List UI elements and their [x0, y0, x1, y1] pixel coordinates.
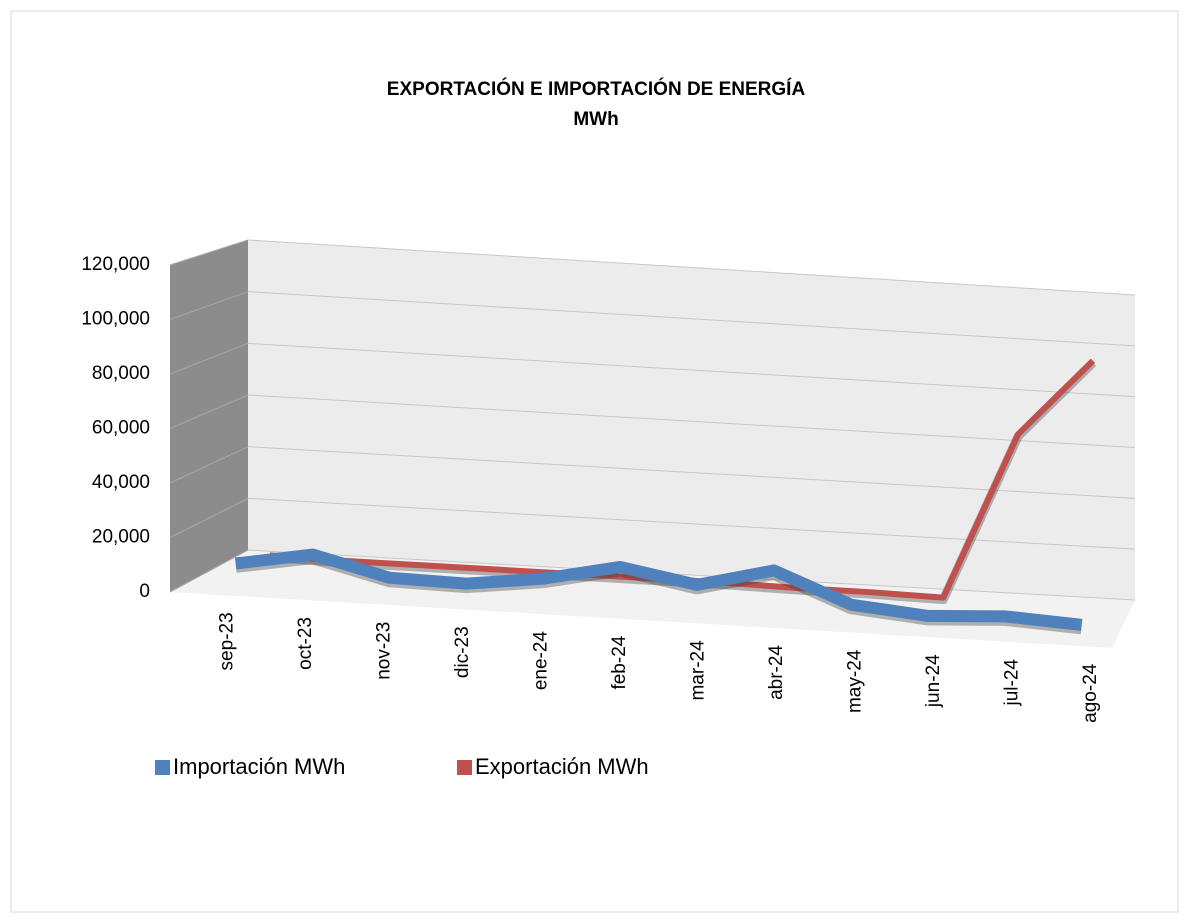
y-tick-label: 80,000	[92, 363, 150, 384]
x-tick-label: jul-24	[1001, 659, 1022, 707]
legend-swatch	[155, 760, 170, 775]
x-tick-label: ago-24	[1080, 663, 1101, 723]
side-grid-line	[169, 497, 249, 538]
grid-line	[247, 549, 1136, 601]
x-tick-label: jun-24	[923, 654, 944, 708]
side-grid-line	[169, 239, 249, 266]
y-tick-label: 60,000	[92, 418, 150, 439]
chart-title: EXPORTACIÓN E IMPORTACIÓN DE ENERGÍA	[387, 78, 806, 100]
back-wall	[248, 240, 1135, 600]
x-tick-label: may-24	[844, 649, 865, 713]
grid-line	[247, 446, 1136, 499]
side-grid-line	[169, 549, 249, 593]
x-tick-label: nov-23	[373, 622, 394, 680]
x-tick-label: dic-23	[452, 626, 473, 678]
x-tick-label: abr-24	[766, 645, 787, 700]
chart-subtitle: MWh	[573, 109, 618, 130]
grid-line	[247, 239, 1136, 296]
y-tick-label: 20,000	[92, 527, 150, 548]
side-grid-line	[169, 342, 249, 375]
x-tick-label: mar-24	[687, 640, 708, 701]
side-grid-line	[169, 394, 249, 429]
side-grid-line	[169, 446, 249, 484]
x-tick-label: ene-24	[530, 631, 551, 691]
x-tick-label: feb-24	[609, 635, 630, 689]
x-tick-label: sep-23	[216, 612, 237, 670]
legend-swatch	[457, 760, 472, 775]
y-tick-label: 100,000	[81, 309, 150, 330]
y-tick-label: 40,000	[92, 472, 150, 493]
series-line	[235, 548, 1083, 631]
side-wall	[170, 240, 248, 592]
side-grid-line	[169, 291, 249, 320]
grid-line	[247, 342, 1136, 398]
legend-label: Exportación MWh	[475, 754, 649, 779]
y-tick-label: 120,000	[81, 254, 150, 275]
grid-line	[247, 497, 1136, 550]
y-tick-label: 0	[139, 581, 150, 602]
legend-label: Importación MWh	[173, 754, 345, 779]
grid-line	[247, 291, 1136, 347]
grid-line	[247, 394, 1136, 448]
x-tick-label: oct-23	[295, 617, 316, 670]
